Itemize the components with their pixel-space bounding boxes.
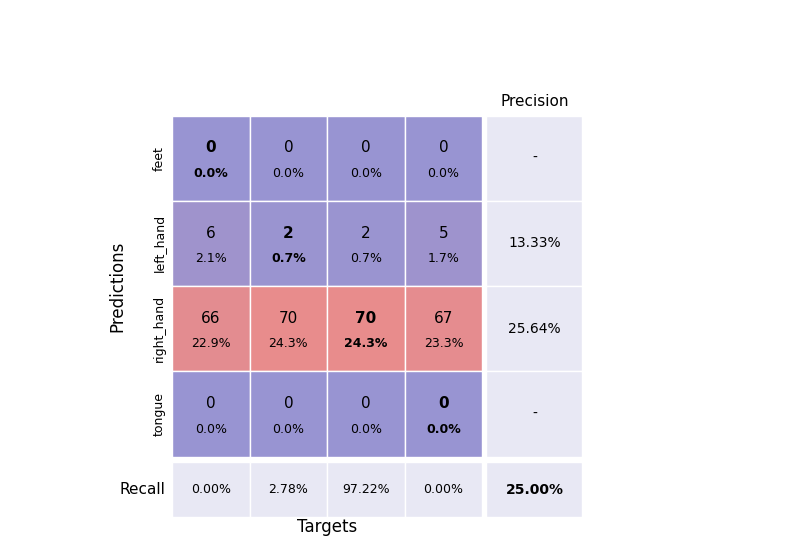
Text: 0.7%: 0.7% <box>271 252 306 265</box>
Bar <box>486 371 582 456</box>
Bar <box>327 286 405 371</box>
Text: 67: 67 <box>434 311 454 326</box>
Text: 0: 0 <box>283 396 294 411</box>
Text: 13.33%: 13.33% <box>508 236 561 250</box>
Bar <box>250 116 327 201</box>
Text: 2.78%: 2.78% <box>269 483 308 496</box>
Text: 22.9%: 22.9% <box>191 338 230 350</box>
Text: 2.1%: 2.1% <box>195 252 226 265</box>
Text: 0: 0 <box>361 140 371 156</box>
Text: 0: 0 <box>206 396 216 411</box>
Bar <box>172 286 250 371</box>
Text: 0.7%: 0.7% <box>350 252 382 265</box>
Bar <box>486 286 582 371</box>
Bar <box>250 371 327 456</box>
Text: 6: 6 <box>206 226 216 241</box>
Text: 24.3%: 24.3% <box>344 338 388 350</box>
Text: feet: feet <box>198 467 223 480</box>
Text: 0.00%: 0.00% <box>424 483 464 496</box>
Bar <box>486 201 582 286</box>
Bar <box>250 286 327 371</box>
Text: Predictions: Predictions <box>109 240 126 332</box>
Text: 0: 0 <box>283 140 294 156</box>
Text: Targets: Targets <box>297 518 358 536</box>
Text: 0: 0 <box>361 396 371 411</box>
Bar <box>172 371 250 456</box>
Text: 0.0%: 0.0% <box>350 167 382 180</box>
Text: tongue: tongue <box>153 392 166 436</box>
Bar <box>405 462 482 517</box>
Text: 24.3%: 24.3% <box>269 338 308 350</box>
Bar <box>486 116 582 201</box>
Bar <box>327 371 405 456</box>
Text: 25.00%: 25.00% <box>506 482 563 497</box>
Text: right_hand: right_hand <box>153 295 166 362</box>
Text: 25.64%: 25.64% <box>508 322 561 336</box>
Text: Recall: Recall <box>120 482 166 497</box>
Text: 2: 2 <box>283 226 294 241</box>
Text: 1.7%: 1.7% <box>428 252 459 265</box>
Text: left_hand: left_hand <box>153 214 166 272</box>
Text: left_hand: left_hand <box>259 467 318 480</box>
Bar <box>405 116 482 201</box>
Text: 97.22%: 97.22% <box>342 483 390 496</box>
Bar <box>250 201 327 286</box>
Bar <box>172 462 250 517</box>
Bar <box>405 286 482 371</box>
Bar <box>250 462 327 517</box>
Text: 0.0%: 0.0% <box>427 167 459 180</box>
Text: 2: 2 <box>361 226 371 241</box>
Text: 70: 70 <box>278 311 298 326</box>
Text: 0.0%: 0.0% <box>195 423 227 436</box>
Text: -: - <box>532 151 537 165</box>
Bar <box>172 116 250 201</box>
Text: 23.3%: 23.3% <box>424 338 463 350</box>
Text: 0.0%: 0.0% <box>194 167 228 180</box>
Text: tongue: tongue <box>422 467 466 480</box>
Text: 0.0%: 0.0% <box>272 167 304 180</box>
Text: 66: 66 <box>201 311 221 326</box>
Bar <box>327 201 405 286</box>
Text: 0.00%: 0.00% <box>191 483 231 496</box>
Text: 70: 70 <box>355 311 377 326</box>
Bar <box>405 201 482 286</box>
Text: 0.0%: 0.0% <box>272 423 304 436</box>
Text: 5: 5 <box>438 226 449 241</box>
Bar <box>405 371 482 456</box>
Text: Precision: Precision <box>500 94 569 109</box>
Text: feet: feet <box>153 146 166 170</box>
Text: 0: 0 <box>206 140 216 156</box>
Text: 0.0%: 0.0% <box>350 423 382 436</box>
Text: -: - <box>532 407 537 421</box>
Bar <box>327 116 405 201</box>
Text: right_hand: right_hand <box>333 467 399 480</box>
Text: 0: 0 <box>438 140 449 156</box>
Bar <box>327 462 405 517</box>
Text: 0.0%: 0.0% <box>426 423 461 436</box>
Bar <box>172 201 250 286</box>
Text: 0: 0 <box>438 396 449 411</box>
